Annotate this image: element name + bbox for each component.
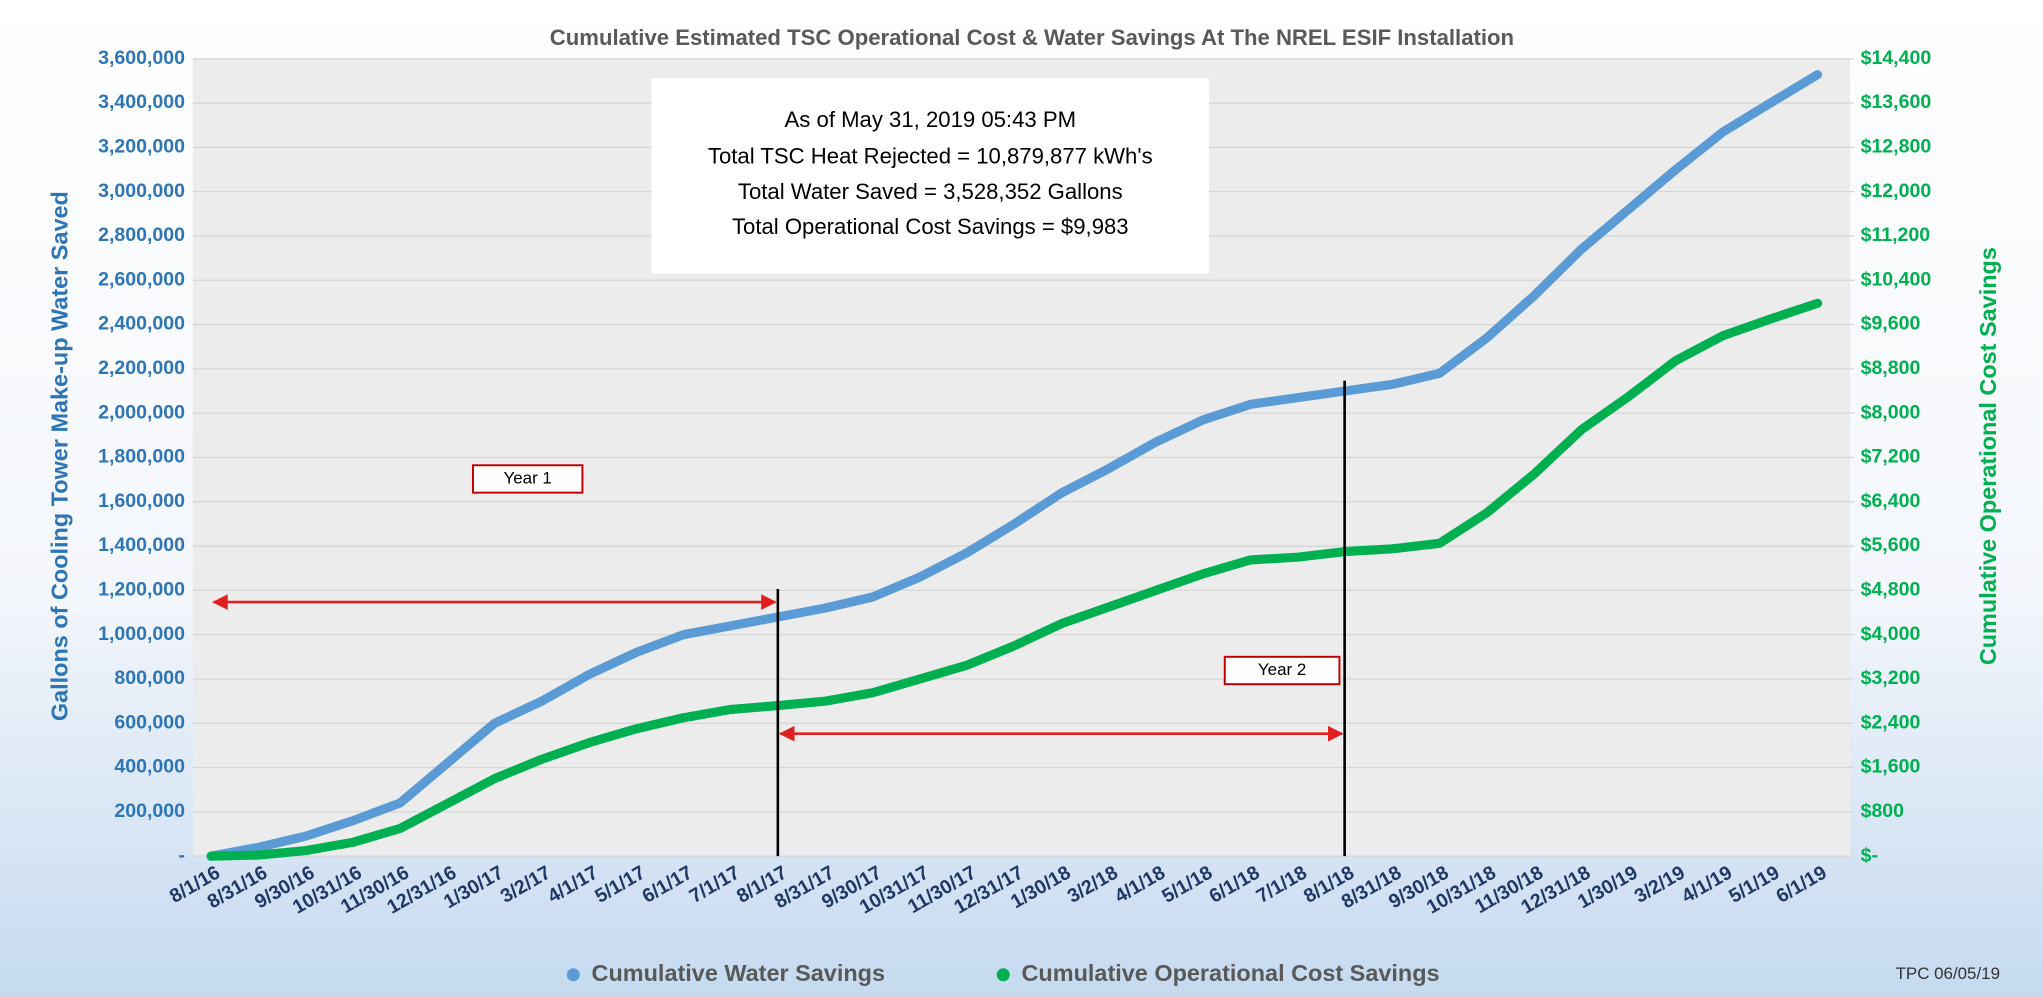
y-tick-label: - [179, 844, 186, 866]
y2-tick-label: $4,000 [1861, 623, 1921, 645]
y2-tick-label: $12,000 [1861, 180, 1932, 202]
series-line [206, 298, 1823, 861]
year-label: Year 1 [504, 468, 552, 487]
y-tick-label: 800,000 [114, 667, 185, 689]
y2-tick-label: $8,800 [1861, 357, 1921, 379]
y-tick-label: 3,400,000 [98, 91, 185, 113]
y2-axis-title: Cumulative Operational Cost Savings [1975, 247, 2001, 665]
y-tick-label: 2,800,000 [98, 224, 185, 246]
y2-tick-label: $14,400 [1861, 47, 1932, 69]
y-tick-label: 2,000,000 [98, 401, 185, 423]
y2-tick-label: $11,200 [1861, 224, 1931, 246]
y-tick-label: 1,800,000 [98, 446, 185, 468]
chart-title: Cumulative Estimated TSC Operational Cos… [550, 25, 1514, 50]
legend-marker [566, 968, 580, 982]
y-tick-label: 1,200,000 [98, 579, 185, 601]
info-text: As of May 31, 2019 05:43 PM [785, 107, 1076, 132]
footer: TPC 06/05/19 [1896, 964, 2000, 983]
legend-label: Cumulative Operational Cost Savings [1022, 960, 1440, 986]
info-box [651, 78, 1210, 274]
series-line [206, 70, 1823, 861]
y2-tick-label: $12,800 [1861, 136, 1932, 158]
y2-tick-label: $9,600 [1861, 313, 1921, 335]
y2-tick-label: $- [1861, 844, 1878, 866]
y-tick-label: 2,200,000 [98, 357, 185, 379]
y2-tick-label: $7,200 [1861, 446, 1921, 468]
year-box [471, 464, 584, 494]
legend-label: Cumulative Water Savings [592, 960, 885, 986]
y-tick-label: 2,400,000 [98, 313, 185, 335]
info-text: Total Water Saved = 3,528,352 Gallons [738, 179, 1123, 204]
y2-tick-label: $8,000 [1861, 401, 1921, 423]
y2-tick-label: $2,400 [1861, 711, 1921, 733]
info-text: Total Operational Cost Savings = $9,983 [732, 214, 1129, 239]
info-text: Total TSC Heat Rejected = 10,879,877 kWh… [708, 144, 1153, 169]
y-tick-label: 1,000,000 [98, 623, 185, 645]
y2-tick-label: $4,800 [1861, 579, 1921, 601]
y-tick-label: 1,400,000 [98, 534, 185, 556]
y2-tick-label: $800 [1861, 800, 1905, 822]
y-tick-label: 3,200,000 [98, 136, 185, 158]
y-tick-label: 600,000 [114, 711, 185, 733]
y-tick-label: 400,000 [114, 756, 185, 778]
legend-marker [996, 968, 1010, 982]
y2-tick-label: $3,200 [1861, 667, 1921, 689]
y2-tick-label: $5,600 [1861, 534, 1921, 556]
y-tick-label: 3,600,000 [98, 47, 185, 69]
y2-tick-label: $1,600 [1861, 756, 1921, 778]
y-tick-label: 1,600,000 [98, 490, 185, 512]
y2-tick-label: $13,600 [1861, 91, 1932, 113]
y-axis-title: Gallons of Cooling Tower Make-up Water S… [46, 191, 72, 721]
year-label: Year 2 [1258, 660, 1306, 679]
y2-tick-label: $6,400 [1861, 490, 1921, 512]
y-tick-label: 200,000 [114, 800, 185, 822]
y2-tick-label: $10,400 [1861, 268, 1932, 290]
y-tick-label: 3,000,000 [98, 180, 185, 202]
y-tick-label: 2,600,000 [98, 268, 185, 290]
year-box [1223, 655, 1341, 686]
